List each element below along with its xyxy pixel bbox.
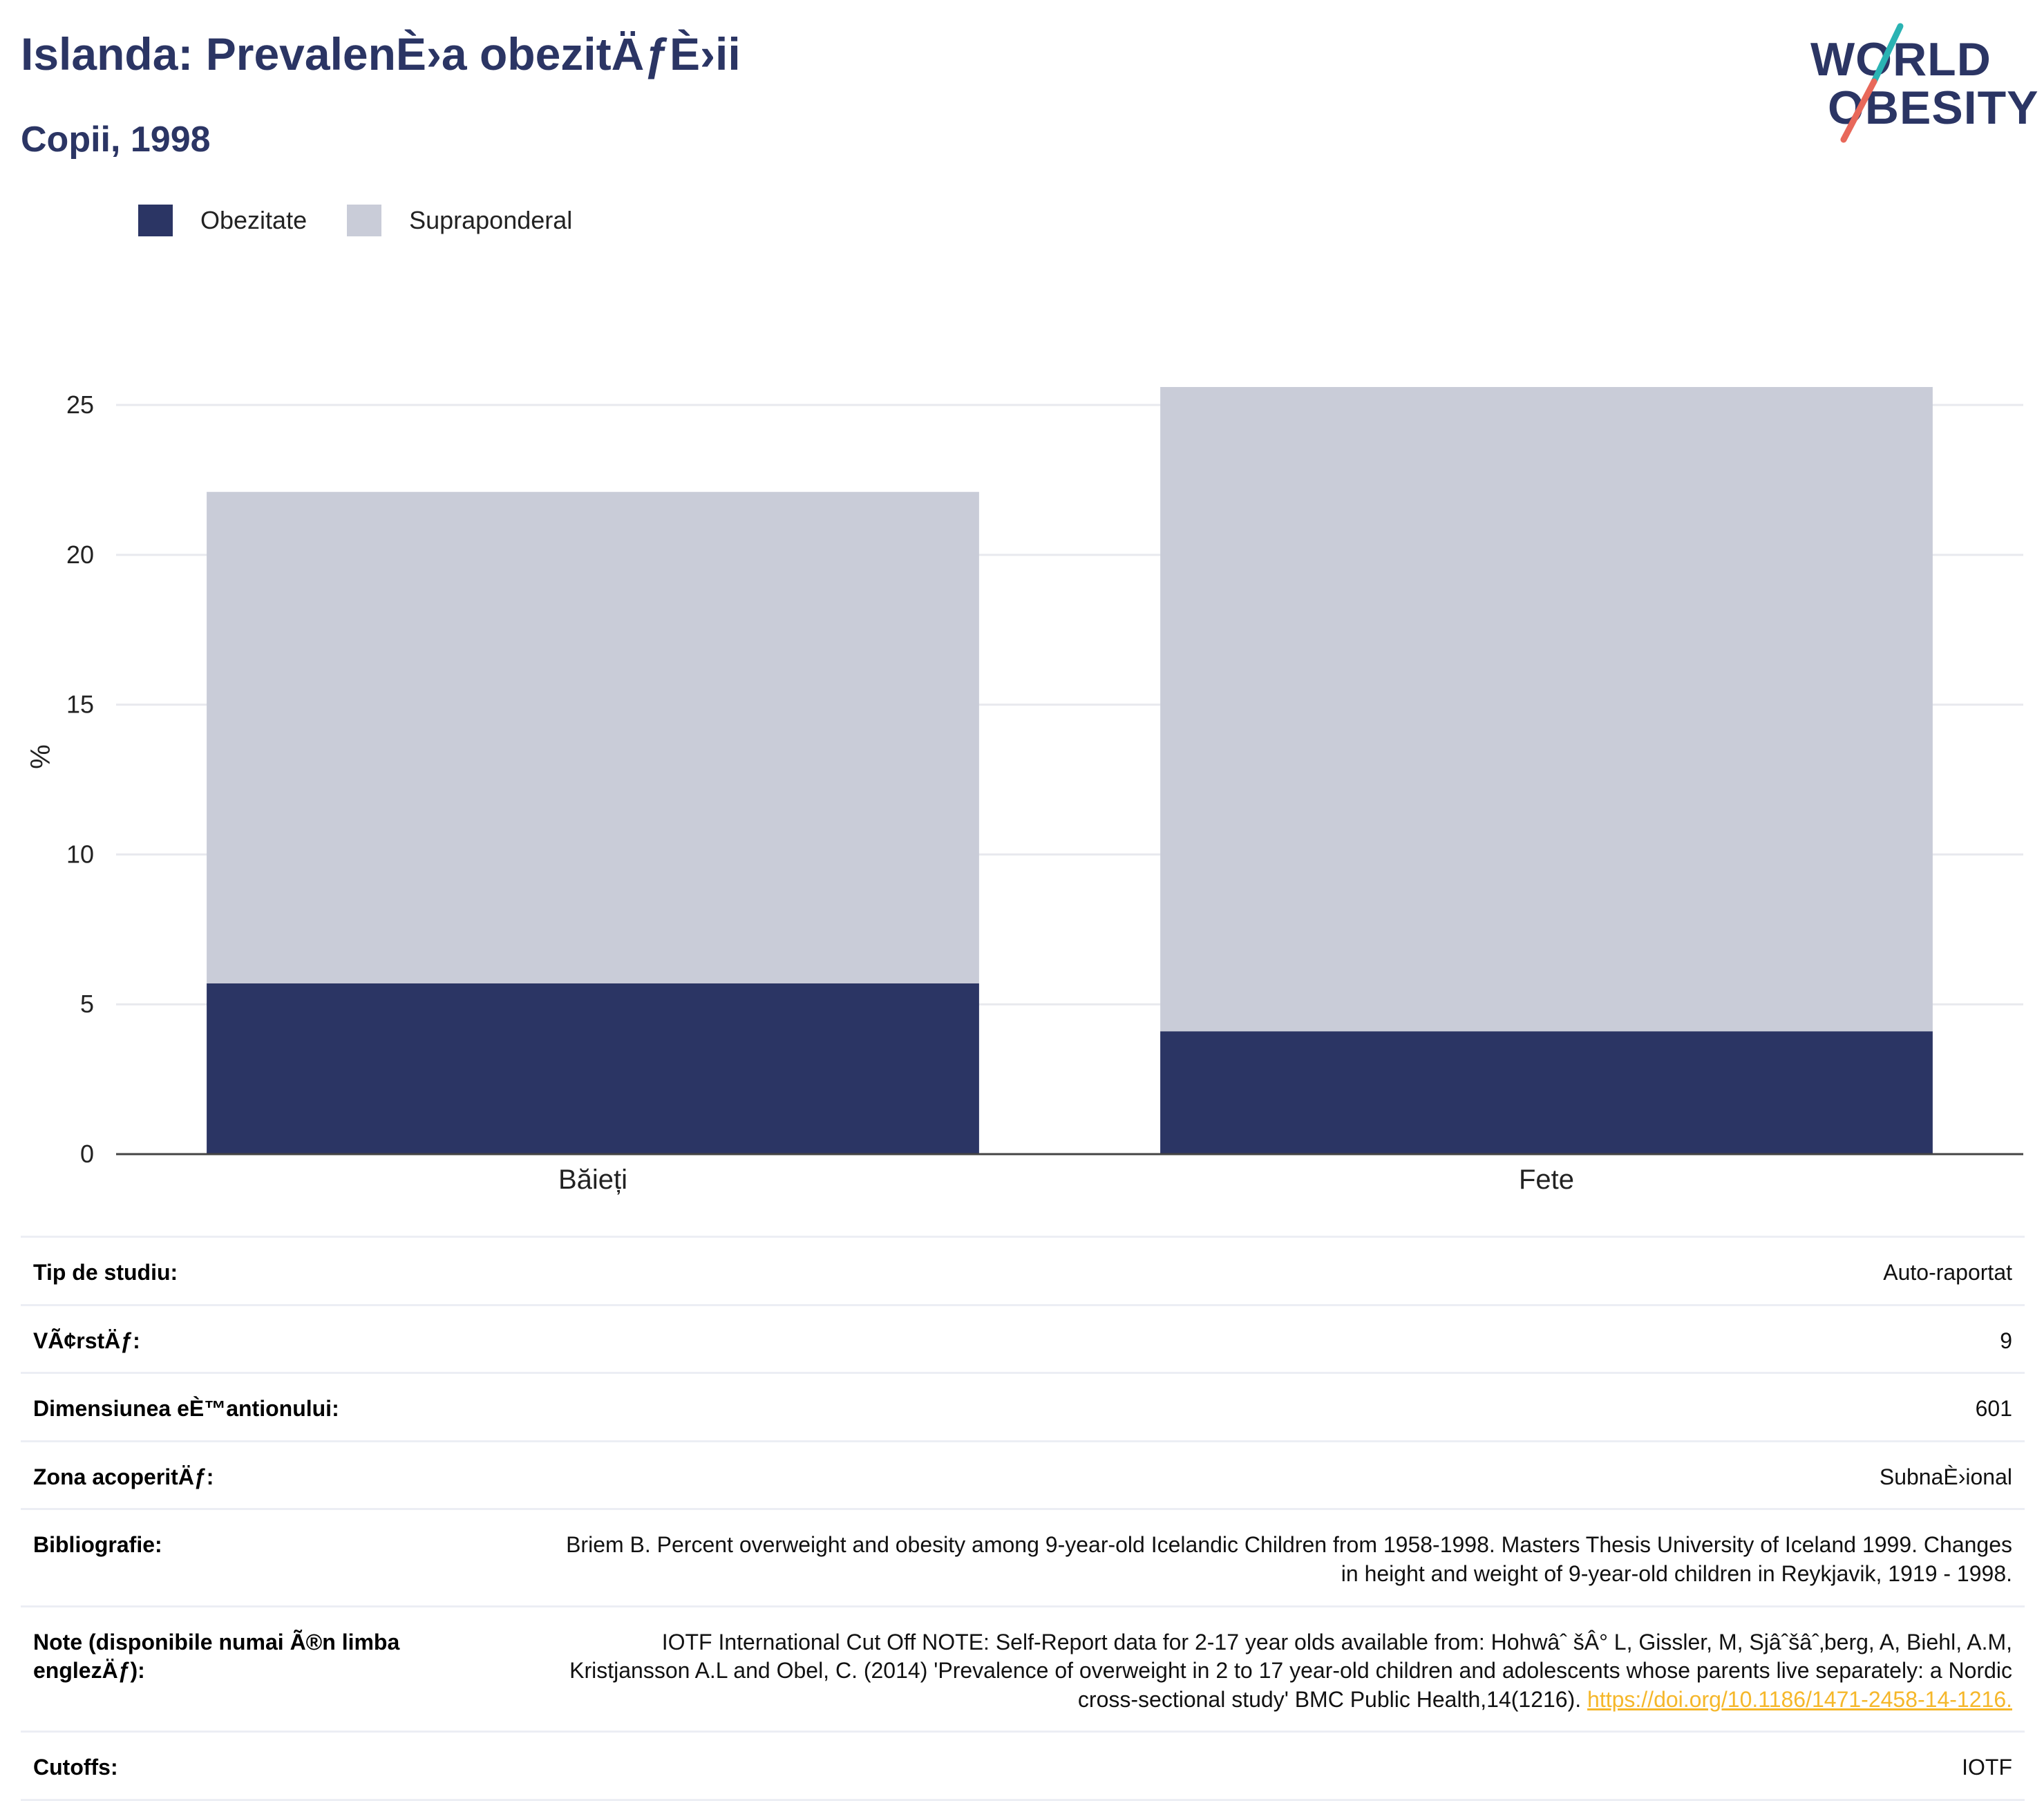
row-value: Auto-raportat: [1883, 1260, 2012, 1285]
y-axis-label: %: [26, 744, 56, 769]
row-value: IOTF: [1962, 1755, 2012, 1780]
row-value: 601: [1975, 1396, 2012, 1422]
bar-supraponderal-1: [207, 491, 979, 983]
bar-supraponderal-2: [1160, 387, 1933, 1032]
y-tick-label: 20: [66, 540, 94, 569]
legend-item-supraponderal[interactable]: Supraponderal: [347, 205, 572, 236]
bar-chart: 0 5 10 15 20 25% Băieți Fete: [26, 387, 2023, 1195]
row-key: Note (disponibile numai Ã®n limba englez…: [33, 1629, 400, 1684]
logo-line-1: WORLD: [1810, 33, 1991, 86]
row-key: VÃ¢rstÄƒ:: [33, 1328, 140, 1353]
legend-label-obezitate: Obezitate: [200, 206, 307, 234]
chart-legend: Obezitate Supraponderal: [138, 205, 612, 236]
bar-obezitate-1: [207, 983, 979, 1154]
y-tick-label: 10: [66, 840, 94, 868]
bar-obezitate-2: [1160, 1031, 1933, 1154]
table-row: Tip de studiu: Auto-raportat: [21, 1236, 2025, 1304]
row-key: Zona acoperitÄƒ:: [33, 1464, 214, 1489]
note-text: IOTF International Cut Off NOTE: Self-Re…: [569, 1629, 2012, 1712]
row-value: SubnaÈ›ional: [1879, 1464, 2012, 1489]
table-row: Zona acoperitÄƒ: SubnaÈ›ional: [21, 1440, 2025, 1509]
x-tick-label: Fete: [1519, 1164, 1574, 1195]
row-value: 9: [2000, 1328, 2012, 1353]
table-row: Note (disponibile numai Ã®n limba englez…: [21, 1605, 2025, 1731]
table-row: Cutoffs: IOTF: [21, 1731, 2025, 1801]
table-row: VÃ¢rstÄƒ: 9: [21, 1303, 2025, 1373]
legend-swatch-supraponderal: [347, 205, 382, 236]
y-tick-label: 0: [80, 1140, 94, 1168]
row-value: IOTF International Cut Off NOTE: Self-Re…: [561, 1628, 2012, 1715]
x-tick-label: Băieți: [558, 1164, 627, 1195]
world-obesity-logo: WORLD OBESITY: [1797, 21, 2038, 152]
table-row: Dimensiunea eÈ™antionului: 601: [21, 1372, 2025, 1440]
legend-swatch-obezitate: [138, 205, 173, 236]
page-subtitle: Copii, 1998: [21, 120, 211, 160]
row-value: Briem B. Percent overweight and obesity …: [566, 1532, 2012, 1586]
y-tick-label: 15: [66, 690, 94, 719]
doi-link[interactable]: https://doi.org/10.1186/1471-2458-14-121…: [1587, 1686, 2012, 1712]
y-tick-label: 5: [80, 990, 94, 1018]
row-key: Dimensiunea eÈ™antionului:: [33, 1396, 339, 1422]
page-title: Islanda: PrevalenÈ›a obezitÄƒÈ›ii: [21, 28, 741, 79]
row-key: Tip de studiu:: [33, 1260, 178, 1285]
legend-item-obezitate[interactable]: Obezitate: [138, 205, 307, 236]
table-row: Bibliografie: Briem B. Percent overweigh…: [21, 1508, 2025, 1605]
y-tick-label: 25: [66, 390, 94, 419]
legend-label-supraponderal: Supraponderal: [409, 206, 573, 234]
logo-slash-icon: [1840, 23, 1904, 143]
study-info-table: Tip de studiu: Auto-raportat VÃ¢rstÄƒ: 9…: [21, 1236, 2025, 1801]
row-key: Bibliografie:: [33, 1532, 162, 1558]
row-key: Cutoffs:: [33, 1755, 118, 1780]
